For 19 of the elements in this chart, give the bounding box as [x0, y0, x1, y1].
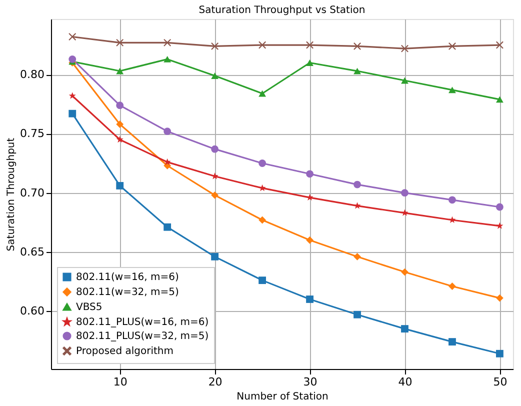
x-tick-label: 50: [493, 376, 508, 388]
chart-title: Saturation Throughput vs Station: [198, 5, 366, 16]
legend-label: 802.11(w=32, m=5): [76, 287, 180, 298]
y-tick-label: 0.80: [20, 68, 44, 82]
x-tick-label: 20: [208, 376, 222, 388]
y-tick-label: 0.65: [20, 245, 44, 258]
x-tick-label: 10: [113, 376, 128, 388]
legend-label: 802.11_PLUS(w=32, m=5): [76, 331, 209, 342]
legend-label: VBS5: [76, 302, 102, 313]
x-tick-label: 40: [398, 376, 412, 388]
y-tick-label: 0.70: [20, 186, 44, 200]
legend-label: Proposed algorithm: [76, 346, 174, 357]
legend-label: 802.11_PLUS(w=16, m=6): [76, 317, 209, 328]
y-axis-title: Saturation Throughput: [6, 138, 18, 252]
legend-label: 802.11(w=16, m=6): [76, 272, 180, 283]
y-tick-label: 0.60: [20, 304, 44, 318]
x-axis-title: Number of Station: [236, 392, 328, 402]
y-tick-label: 0.75: [20, 127, 44, 140]
x-tick-label: 30: [303, 376, 318, 388]
